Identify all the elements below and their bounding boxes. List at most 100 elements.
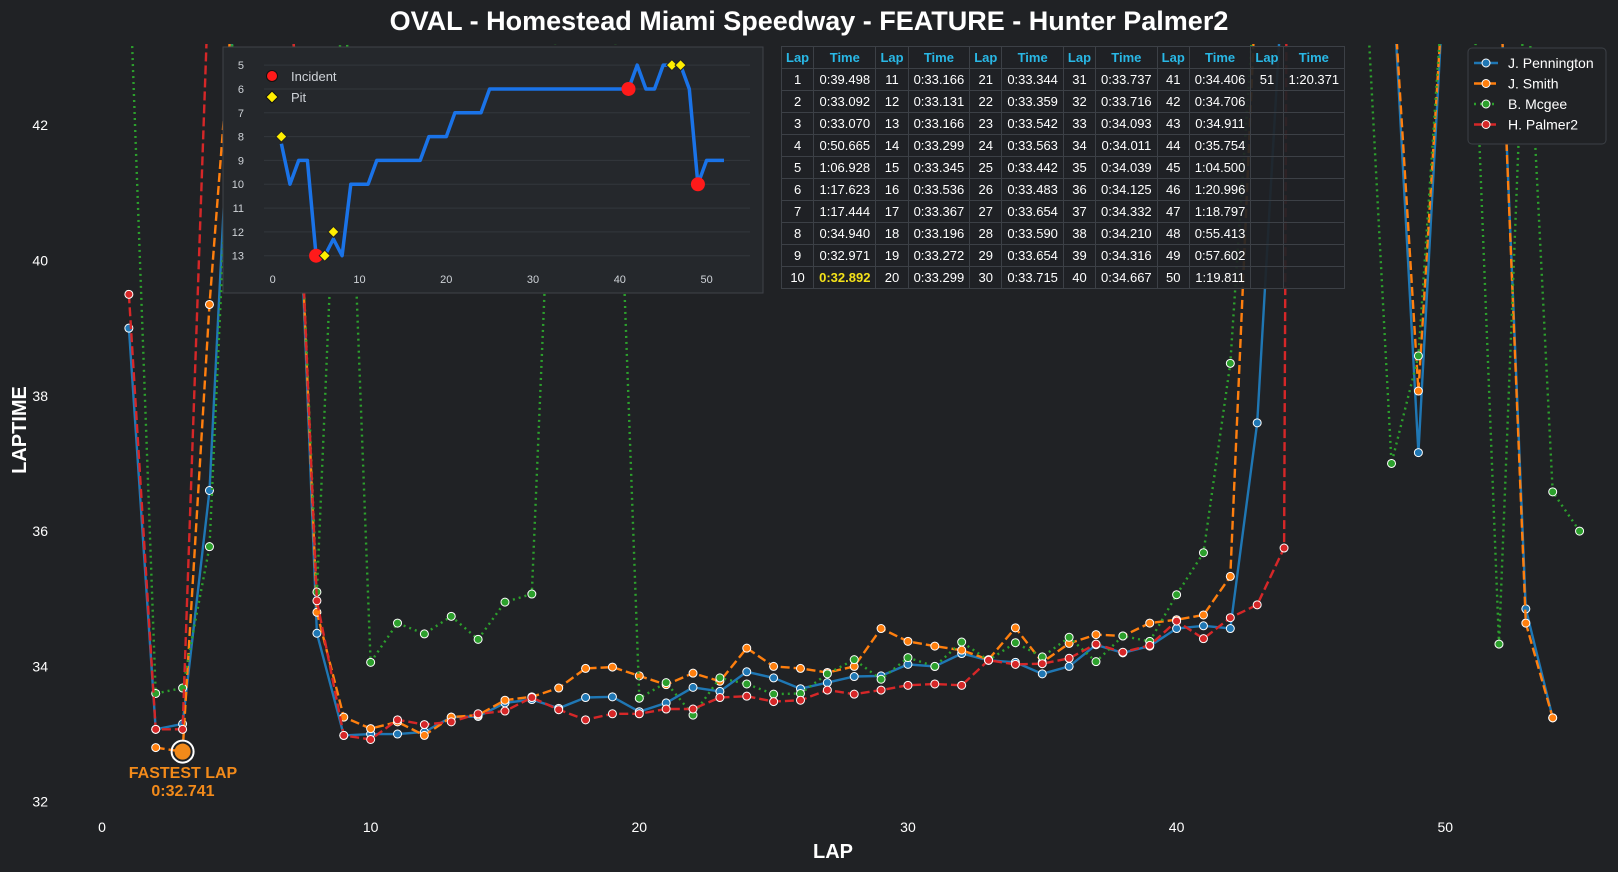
time-column-header: Time (1001, 46, 1064, 69)
legend-label: H. Palmer2 (1508, 117, 1578, 133)
data-point (634, 693, 644, 703)
data-point (527, 693, 537, 703)
y-tick-label: 40 (32, 252, 48, 268)
lap-time-cell: 0:34.940 (813, 222, 877, 245)
data-point (1172, 624, 1182, 634)
lap-time-cell (1282, 266, 1346, 289)
data-point (849, 672, 859, 682)
lap-time-cell: 0:33.299 (907, 266, 971, 289)
lap-time-cell: 0:33.092 (813, 90, 877, 113)
lap-number-cell: 23 (969, 112, 1003, 135)
data-point (1064, 661, 1074, 671)
lap-number-cell: 32 (1062, 90, 1097, 113)
data-point (1548, 487, 1558, 497)
lap-time-cell: 0:34.706 (1188, 90, 1252, 113)
lap-number-cell: 21 (969, 68, 1003, 91)
data-point (1091, 657, 1101, 667)
lap-time-cell: 0:33.196 (907, 222, 971, 245)
y-tick-label: 36 (32, 523, 48, 539)
lap-time-cell: 0:33.715 (1001, 266, 1064, 289)
inset-y-tick: 11 (233, 203, 244, 215)
data-point (1575, 526, 1585, 536)
data-point (822, 669, 832, 679)
data-point (393, 729, 403, 739)
lap-time-cell: 0:39.498 (813, 68, 877, 91)
lap-time-cell: 0:33.359 (1001, 90, 1064, 113)
lap-time-cell: 0:34.911 (1188, 112, 1252, 135)
lap-time-cell: 0:34.316 (1095, 244, 1158, 267)
data-point (930, 641, 940, 651)
lap-time-cell: 0:33.590 (1001, 222, 1064, 245)
lap-time-cell (1282, 178, 1346, 201)
lap-column-header: Lap (1156, 46, 1190, 69)
lap-number-cell: 46 (1156, 178, 1190, 201)
data-point (1064, 632, 1074, 642)
x-tick-label: 40 (1169, 819, 1185, 835)
data-point (554, 683, 564, 693)
legend-box (1467, 47, 1607, 145)
lap-number-cell: 37 (1062, 200, 1097, 223)
lap-number-cell (1250, 178, 1284, 201)
lap-time-cell: 0:55.413 (1188, 222, 1252, 245)
lap-number-cell: 9 (780, 244, 815, 267)
lap-time-cell: 0:34.039 (1095, 156, 1158, 179)
fastest-lap-annotation: FASTEST LAP 0:32.741 (129, 739, 238, 800)
inset-y-tick: 8 (238, 132, 244, 144)
lap-number-cell: 51 (1250, 68, 1284, 91)
data-point (473, 709, 483, 719)
data-point (822, 685, 832, 695)
lap-time-cell: 0:34.667 (1095, 266, 1158, 289)
lap-number-cell: 31 (1062, 68, 1097, 91)
data-point (554, 705, 564, 715)
lap-time-cell: 0:34.210 (1095, 222, 1158, 245)
lap-number-cell: 27 (969, 200, 1003, 223)
lap-times-header: Lap Time Lap Time Lap Time Lap Time Lap Time Lap Ti… (780, 46, 1346, 69)
data-point (581, 715, 591, 725)
inset-legend-pit-label: Pit (291, 90, 307, 105)
data-point (876, 624, 886, 634)
lap-number-cell (1250, 134, 1284, 157)
lap-time-cell: 0:33.345 (907, 156, 971, 179)
data-point (1225, 624, 1235, 634)
data-point (366, 657, 376, 667)
lap-number-cell: 12 (875, 90, 909, 113)
lap-number-cell: 1 (780, 68, 815, 91)
table-row: 8 0:34.940 18 0:33.196 28 0:33.590 38 0:34.210 4… (780, 222, 1346, 245)
lap-number-cell: 34 (1062, 134, 1097, 157)
data-point (1413, 351, 1423, 361)
lap-number-cell (1250, 244, 1284, 267)
lap-time-cell (1282, 90, 1346, 113)
lap-column-header: Lap (780, 46, 815, 69)
lap-number-cell (1250, 200, 1284, 223)
lap-number-cell (1250, 222, 1284, 245)
lap-column-header: Lap (1250, 46, 1284, 69)
lap-time-cell: 0:34.406 (1188, 68, 1252, 91)
lap-time-cell: 0:33.654 (1001, 200, 1064, 223)
lap-time-cell: 0:33.166 (907, 68, 971, 91)
lap-number-cell: 48 (1156, 222, 1190, 245)
lap-time-cell: 1:18.797 (1188, 200, 1252, 223)
lap-number-cell: 36 (1062, 178, 1097, 201)
table-row: 4 0:50.665 14 0:33.299 24 0:33.563 34 0:34.011 4… (780, 134, 1346, 157)
inset-y-tick: 10 (232, 179, 244, 191)
data-point (1521, 618, 1531, 628)
lap-number-cell: 25 (969, 156, 1003, 179)
lap-number-cell: 15 (875, 156, 909, 179)
data-point (876, 674, 886, 684)
lap-number-cell (1250, 90, 1284, 113)
data-point (795, 663, 805, 673)
lap-time-cell: 0:34.125 (1095, 178, 1158, 201)
data-point (1172, 616, 1182, 626)
lap-number-cell (1250, 156, 1284, 179)
lap-number-cell: 44 (1156, 134, 1190, 157)
table-row: 9 0:32.971 19 0:33.272 29 0:33.654 39 0:34.316 4… (780, 244, 1346, 267)
data-point (742, 679, 752, 689)
data-point (124, 289, 134, 299)
table-row: 10 0:32.892 20 0:33.299 30 0:33.715 40 0:34.667… (780, 266, 1346, 289)
data-point (607, 709, 617, 719)
lap-number-cell: 19 (875, 244, 909, 267)
legend-marker (1481, 99, 1491, 109)
lap-column-header: Lap (1062, 46, 1097, 69)
lap-number-cell: 14 (875, 134, 909, 157)
lap-number-cell: 8 (780, 222, 815, 245)
